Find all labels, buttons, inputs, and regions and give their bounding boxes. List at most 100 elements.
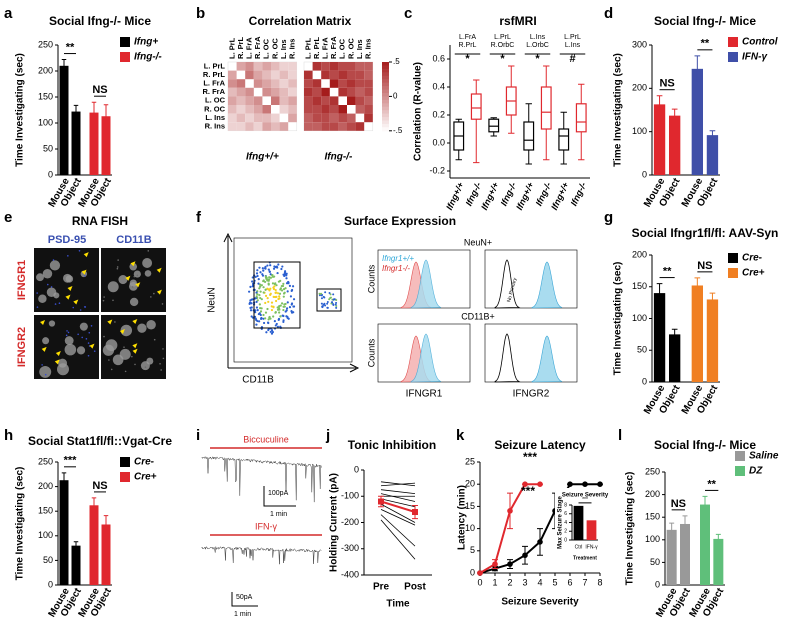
event <box>282 308 285 312</box>
event <box>262 317 265 320</box>
cell <box>262 105 271 114</box>
puncta <box>162 357 165 360</box>
cell <box>329 70 339 80</box>
event <box>287 282 290 285</box>
y-tick-label: 100 <box>38 117 53 127</box>
y-axis-label: Time Investigating (sec) <box>15 53 26 167</box>
event <box>249 285 252 288</box>
event <box>274 311 277 314</box>
event <box>272 295 275 299</box>
pair-region: R.OrbC <box>491 42 515 49</box>
significance-label: ** <box>707 478 716 490</box>
error-bar <box>709 292 716 306</box>
cell <box>228 105 237 114</box>
event <box>262 291 265 294</box>
event <box>283 291 286 294</box>
event <box>262 269 265 272</box>
puncta <box>93 350 96 352</box>
event <box>267 279 270 282</box>
arrowhead <box>81 269 87 275</box>
event <box>259 296 262 300</box>
event <box>290 303 293 306</box>
event <box>264 288 267 291</box>
y-tick-label: 150 <box>645 512 660 522</box>
y-tick-label: 0 <box>354 464 359 474</box>
axis-label: NeuN <box>207 287 218 313</box>
significance-label: * <box>500 53 505 65</box>
cell <box>321 105 330 114</box>
y-tick-label: 0 <box>655 579 660 589</box>
error-bar <box>91 497 97 513</box>
legend-swatch <box>120 52 130 62</box>
y-axis-label: Correlation (R-value) <box>413 62 424 161</box>
error-bar <box>61 59 67 73</box>
event <box>329 293 332 296</box>
event <box>261 267 264 270</box>
panel-letter: d <box>604 5 613 22</box>
point <box>492 561 498 567</box>
column-label: R. PrL <box>312 36 321 59</box>
chart-title: Social Stat1fl/fl::Vgat-Cre <box>28 434 172 448</box>
y-axis-label: Time Investigating (sec) <box>625 472 636 586</box>
event <box>271 330 275 334</box>
puncta <box>79 309 82 311</box>
event <box>259 271 262 274</box>
colorbar-slice <box>382 106 389 111</box>
y-tick-label: -200 <box>341 517 359 527</box>
error-bar <box>694 277 701 294</box>
event <box>331 301 334 304</box>
x-tick-label: 0 <box>477 577 482 587</box>
nucleus <box>42 337 50 345</box>
event <box>272 306 275 309</box>
cell <box>364 113 373 123</box>
cell <box>279 122 289 131</box>
gate-label: CD11B+ <box>461 311 495 321</box>
individual-line <box>380 514 416 547</box>
cell <box>271 96 280 105</box>
event <box>266 264 269 267</box>
legend-swatch <box>735 451 745 461</box>
event <box>248 290 251 293</box>
cell <box>288 96 297 105</box>
event <box>326 300 329 303</box>
event <box>269 330 272 333</box>
significance-label: ** <box>701 38 710 50</box>
cell <box>321 122 330 131</box>
histogram <box>531 335 563 383</box>
nucleus <box>79 322 88 331</box>
cell <box>245 70 254 80</box>
puncta <box>83 306 86 308</box>
event <box>288 306 292 309</box>
individual-line <box>380 489 416 495</box>
cell <box>236 87 246 97</box>
puncta <box>66 330 68 332</box>
panel-letter: e <box>4 209 12 226</box>
colorbar-slice <box>382 117 389 121</box>
event <box>324 304 327 307</box>
cell <box>329 105 339 114</box>
plot-frame <box>233 237 353 363</box>
x-tick-label: Ifng+/+ <box>444 180 466 212</box>
cell <box>271 79 280 88</box>
event <box>264 294 268 297</box>
event <box>263 267 267 270</box>
puncta <box>153 338 156 341</box>
event <box>279 287 283 290</box>
cell <box>364 62 373 71</box>
cell <box>271 87 280 97</box>
significance-label: ** <box>663 265 672 277</box>
individual-line <box>380 498 416 508</box>
cell <box>321 96 330 105</box>
cell <box>338 79 347 88</box>
event <box>276 271 279 275</box>
puncta <box>112 299 114 302</box>
event <box>256 293 259 296</box>
legend-swatch <box>120 457 130 467</box>
event <box>255 295 258 298</box>
event <box>332 293 335 296</box>
puncta <box>67 255 69 257</box>
chart-title: Social Ifng-/- Mice <box>654 14 756 28</box>
y-tick-label: 300 <box>632 39 647 49</box>
puncta <box>44 373 47 376</box>
axis-label: Counts <box>366 264 376 293</box>
